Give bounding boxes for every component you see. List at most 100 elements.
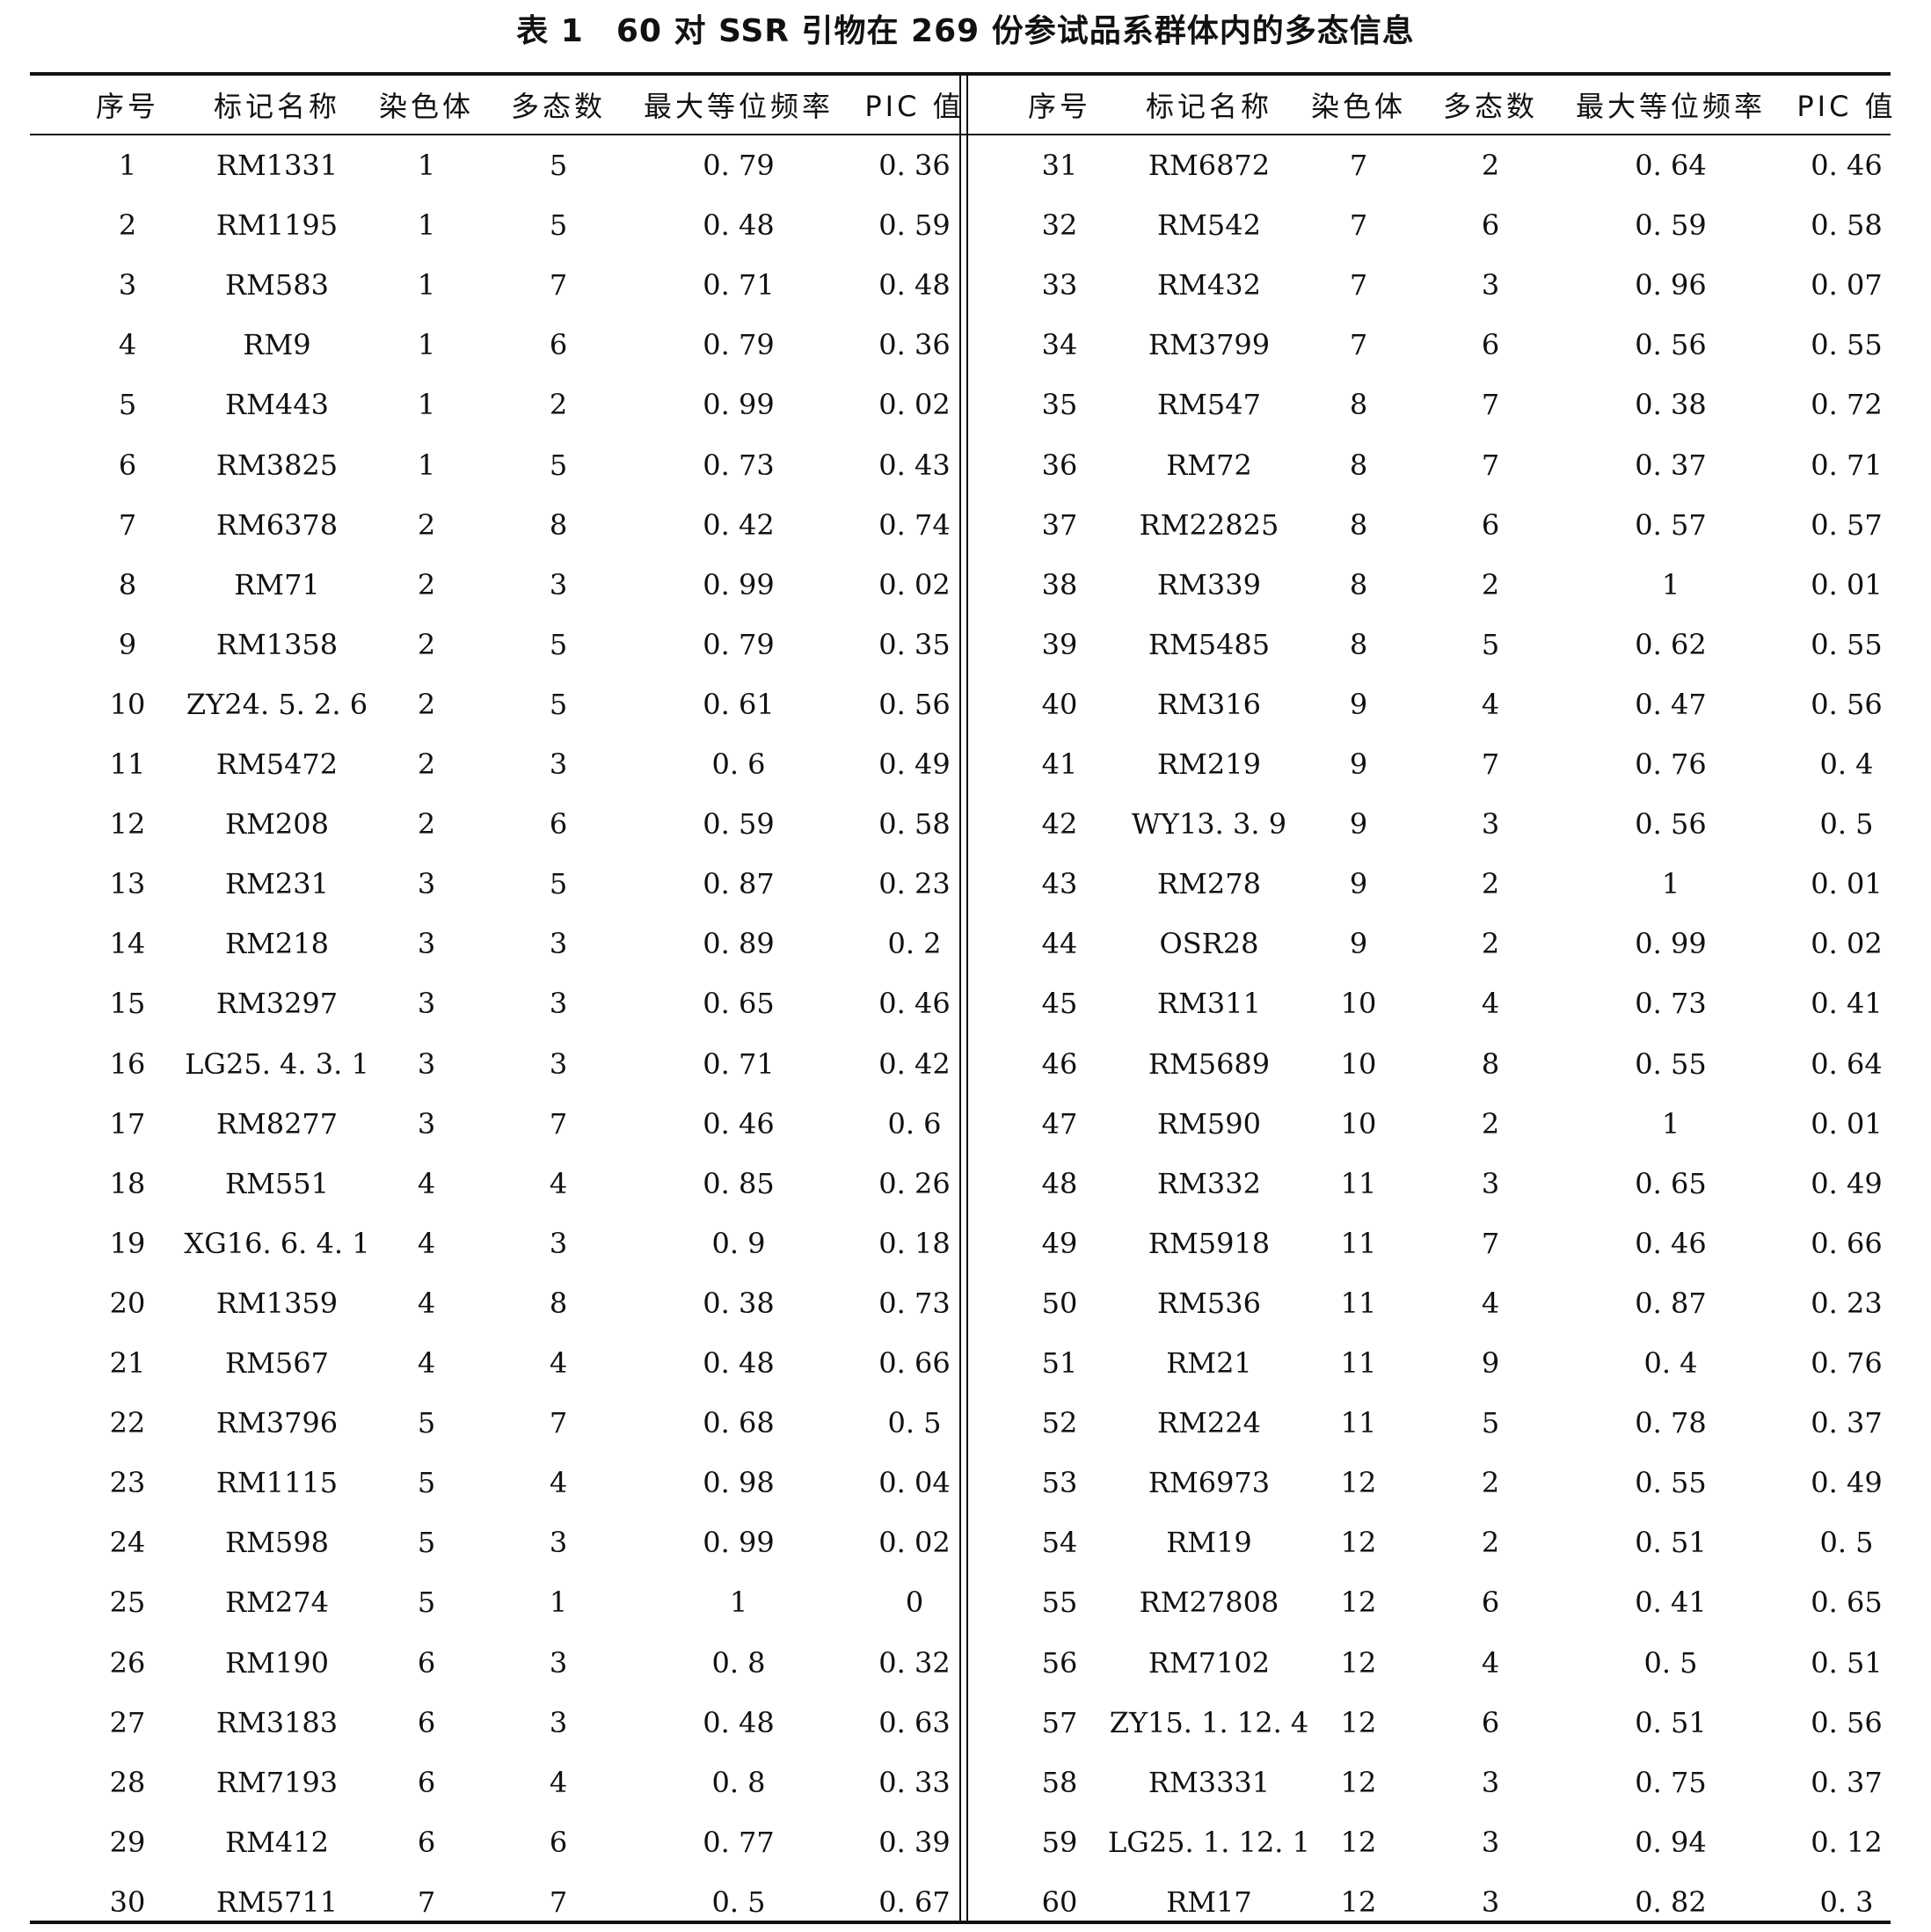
cell-chromosome: 7 (1349, 328, 1368, 362)
cell-index: 18 (109, 1166, 146, 1200)
cell-index: 11 (109, 747, 146, 782)
cell-max-allele-frequency: 0. 79 (703, 627, 775, 661)
cell-max-allele-frequency: 0. 99 (1635, 927, 1707, 961)
cell-index: 3 (118, 268, 137, 303)
cell-polymorphism-count: 3 (549, 1226, 568, 1260)
cell-pic-value: 0. 04 (878, 1466, 951, 1500)
cell-chromosome: 11 (1340, 1166, 1377, 1200)
cell-marker-name: RM5472 (215, 747, 339, 782)
cell-pic-value: 0. 64 (1811, 1046, 1883, 1081)
cell-index: 40 (1041, 687, 1078, 721)
cell-chromosome: 10 (1340, 987, 1377, 1021)
cell-pic-value: 0. 58 (878, 807, 951, 842)
cell-index: 38 (1041, 567, 1078, 601)
cell-marker-name: RM1195 (215, 208, 339, 243)
cell-marker-name: RM1359 (215, 1286, 339, 1320)
table-row: 14 RM218 3 3 0. 89 0. 2 44 OSR28 9 2 0. 99 0. 02 (30, 914, 1891, 973)
cell-pic-value: 0. 02 (1811, 927, 1883, 961)
cell-marker-name: RM208 (225, 807, 329, 842)
table-row: 7 RM6378 2 8 0. 42 0. 74 37 RM22825 8 6 0. 57 0. 57 (30, 495, 1891, 555)
cell-max-allele-frequency: 1 (1661, 1106, 1680, 1141)
cell-polymorphism-count: 6 (1481, 1705, 1500, 1739)
cell-index: 17 (109, 1106, 146, 1141)
cell-max-allele-frequency: 0. 87 (703, 867, 775, 901)
cell-polymorphism-count: 3 (549, 567, 568, 601)
table-row: 30 RM5711 7 7 0. 5 0. 67 60 RM17 12 3 0. 82 0. 3 (30, 1872, 1891, 1932)
cell-index: 19 (109, 1226, 146, 1260)
cell-chromosome: 6 (417, 1765, 436, 1799)
cell-polymorphism-count: 8 (549, 1286, 568, 1320)
header-cell-chromosome: 染色体 (1310, 90, 1406, 123)
cell-chromosome: 9 (1349, 747, 1368, 782)
cell-chromosome: 10 (1340, 1106, 1377, 1141)
cell-marker-name: OSR28 (1159, 927, 1259, 961)
cell-polymorphism-count: 5 (549, 149, 568, 183)
table-row: 2 RM1195 1 5 0. 48 0. 59 32 RM542 7 6 0. 59 0. 58 (30, 195, 1891, 255)
cell-marker-name: RM19 (1166, 1526, 1252, 1560)
cell-pic-value: 0. 55 (1811, 627, 1883, 661)
cell-marker-name: RM536 (1157, 1286, 1261, 1320)
cell-polymorphism-count: 6 (1481, 208, 1500, 243)
cell-marker-name: RM1115 (215, 1466, 339, 1500)
cell-max-allele-frequency: 0. 85 (703, 1166, 775, 1200)
cell-max-allele-frequency: 0. 55 (1635, 1046, 1707, 1081)
cell-index: 28 (109, 1765, 146, 1799)
cell-max-allele-frequency: 0. 75 (1635, 1765, 1707, 1799)
cell-marker-name: RM7193 (215, 1765, 339, 1799)
cell-pic-value: 0 (905, 1586, 924, 1620)
cell-pic-value: 0. 67 (878, 1885, 951, 1919)
cell-max-allele-frequency: 0. 79 (703, 149, 775, 183)
header-cell-pic: PIC 值 (1796, 90, 1897, 123)
table-row: 4 RM9 1 6 0. 79 0. 36 34 RM3799 7 6 0. 56 0. 55 (30, 315, 1891, 375)
cell-max-allele-frequency: 0. 59 (1635, 208, 1707, 243)
cell-marker-name: RM5918 (1148, 1226, 1271, 1260)
cell-chromosome: 12 (1340, 1586, 1377, 1620)
cell-polymorphism-count: 7 (549, 1406, 568, 1440)
cell-marker-name: RM21 (1166, 1346, 1252, 1381)
cell-pic-value: 0. 74 (878, 507, 951, 542)
table-row: 22 RM3796 5 7 0. 68 0. 5 52 RM224 11 5 0. 78 0. 37 (30, 1393, 1891, 1453)
cell-pic-value: 0. 02 (878, 388, 951, 422)
cell-polymorphism-count: 7 (1481, 1226, 1500, 1260)
cell-index: 39 (1041, 627, 1078, 661)
cell-max-allele-frequency: 0. 73 (1635, 987, 1707, 1021)
cell-marker-name: RM311 (1157, 987, 1261, 1021)
cell-chromosome: 3 (417, 987, 436, 1021)
cell-chromosome: 4 (417, 1226, 436, 1260)
cell-marker-name: RM7102 (1148, 1645, 1271, 1680)
cell-index: 20 (109, 1286, 146, 1320)
cell-pic-value: 0. 07 (1811, 268, 1883, 303)
cell-pic-value: 0. 35 (878, 627, 951, 661)
cell-polymorphism-count: 7 (549, 268, 568, 303)
cell-index: 43 (1041, 867, 1078, 901)
cell-index: 36 (1041, 448, 1078, 482)
cell-pic-value: 0. 41 (1811, 987, 1883, 1021)
header-cell-polymorphism: 多态数 (1442, 90, 1538, 123)
cell-pic-value: 0. 49 (1811, 1466, 1883, 1500)
cell-polymorphism-count: 3 (549, 1526, 568, 1560)
cell-marker-name: RM1331 (215, 149, 339, 183)
cell-polymorphism-count: 1 (549, 1586, 568, 1620)
cell-chromosome: 12 (1340, 1466, 1377, 1500)
cell-pic-value: 0. 2 (887, 927, 942, 961)
cell-index: 50 (1041, 1286, 1078, 1320)
cell-max-allele-frequency: 0. 38 (1635, 388, 1707, 422)
cell-max-allele-frequency: 0. 71 (703, 268, 775, 303)
cell-marker-name: RM3331 (1148, 1765, 1271, 1799)
cell-marker-name: XG16. 6. 4. 1 (184, 1226, 370, 1260)
cell-chromosome: 2 (417, 747, 436, 782)
cell-chromosome: 11 (1340, 1346, 1377, 1381)
cell-index: 21 (109, 1346, 146, 1381)
cell-index: 34 (1041, 328, 1078, 362)
cell-chromosome: 12 (1340, 1705, 1377, 1739)
cell-max-allele-frequency: 0. 73 (703, 448, 775, 482)
cell-marker-name: RM339 (1157, 567, 1261, 601)
cell-index: 9 (118, 627, 137, 661)
cell-max-allele-frequency: 0. 41 (1635, 1586, 1707, 1620)
table-row: 24 RM598 5 3 0. 99 0. 02 54 RM19 12 2 0. 51 0. 5 (30, 1513, 1891, 1572)
cell-chromosome: 8 (1349, 388, 1368, 422)
cell-index: 6 (118, 448, 137, 482)
cell-pic-value: 0. 02 (878, 567, 951, 601)
cell-chromosome: 7 (1349, 268, 1368, 303)
cell-marker-name: RM71 (234, 567, 320, 601)
